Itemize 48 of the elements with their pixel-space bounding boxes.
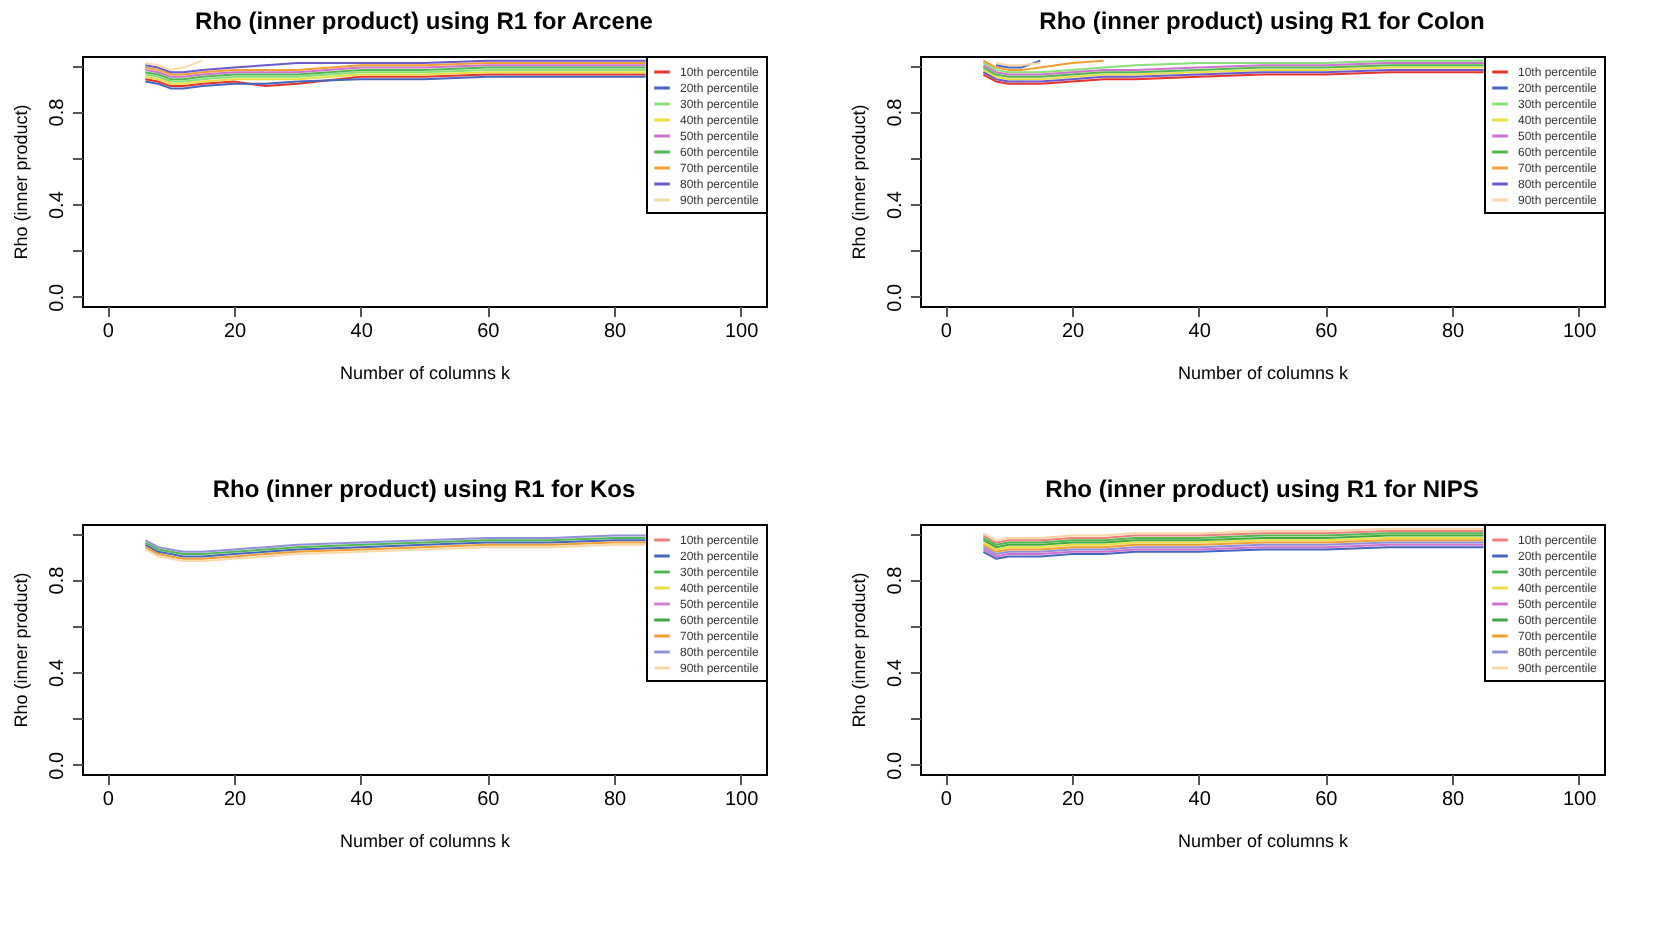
x-axis-title: Number of columns k	[1177, 831, 1350, 851]
x-tick-label: 0	[102, 789, 115, 811]
y-axis-title: Rho (inner product)	[11, 572, 31, 728]
x-tick-label: 80	[603, 321, 627, 343]
y-tick-label: 0.0	[885, 750, 907, 780]
x-tick-label: 20	[1061, 789, 1085, 811]
y-tick-label: 0.0	[47, 750, 69, 780]
y-tick-label: 0.4	[885, 190, 907, 220]
y-axis-title: Rho (inner product)	[849, 572, 869, 728]
x-tick-label: 20	[223, 321, 247, 343]
x-tick-label: 20	[1061, 321, 1085, 343]
y-tick-label: 0.8	[47, 565, 69, 595]
y-tick-label: 0.4	[47, 658, 69, 688]
x-tick-label: 100	[1562, 789, 1598, 811]
x-tick-label: 20	[223, 789, 247, 811]
x-tick-label: 60	[477, 789, 501, 811]
x-tick-label: 40	[1188, 321, 1212, 343]
x-tick-label: 60	[1315, 321, 1339, 343]
x-axis-title: Number of columns k	[1177, 363, 1350, 383]
y-axis-title: Rho (inner product)	[11, 104, 31, 260]
y-tick-label: 0.4	[47, 190, 69, 220]
y-tick-label: 0.4	[885, 658, 907, 688]
y-tick-label: 0.0	[47, 282, 69, 312]
x-tick-label: 40	[350, 789, 374, 811]
x-tick-label: 40	[1188, 789, 1212, 811]
x-tick-label: 100	[724, 789, 760, 811]
x-tick-label: 0	[940, 321, 953, 343]
x-tick-label: 0	[102, 321, 115, 343]
x-axis-title: Number of columns k	[339, 831, 512, 851]
chart-title: Rho (inner product) using R1 for Colon	[1039, 7, 1485, 35]
y-tick-label: 0.8	[885, 565, 907, 595]
x-tick-label: 0	[940, 789, 953, 811]
chart-title: Rho (inner product) using R1 for NIPS	[1045, 475, 1479, 503]
y-tick-label: 0.8	[47, 97, 69, 127]
x-tick-label: 80	[1441, 789, 1465, 811]
x-tick-label: 60	[1315, 789, 1339, 811]
x-tick-label: 60	[477, 321, 501, 343]
x-tick-label: 100	[1562, 321, 1598, 343]
x-tick-label: 80	[603, 789, 627, 811]
y-tick-label: 0.8	[885, 97, 907, 127]
chart-title: Rho (inner product) using R1 for Arcene	[195, 7, 654, 35]
x-tick-label: 100	[724, 321, 760, 343]
x-tick-label: 80	[1441, 321, 1465, 343]
chart-title: Rho (inner product) using R1 for Kos	[212, 475, 636, 503]
y-tick-label: 0.0	[885, 282, 907, 312]
y-axis-title: Rho (inner product)	[849, 104, 869, 260]
x-axis-title: Number of columns k	[339, 363, 512, 383]
x-tick-label: 40	[350, 321, 374, 343]
